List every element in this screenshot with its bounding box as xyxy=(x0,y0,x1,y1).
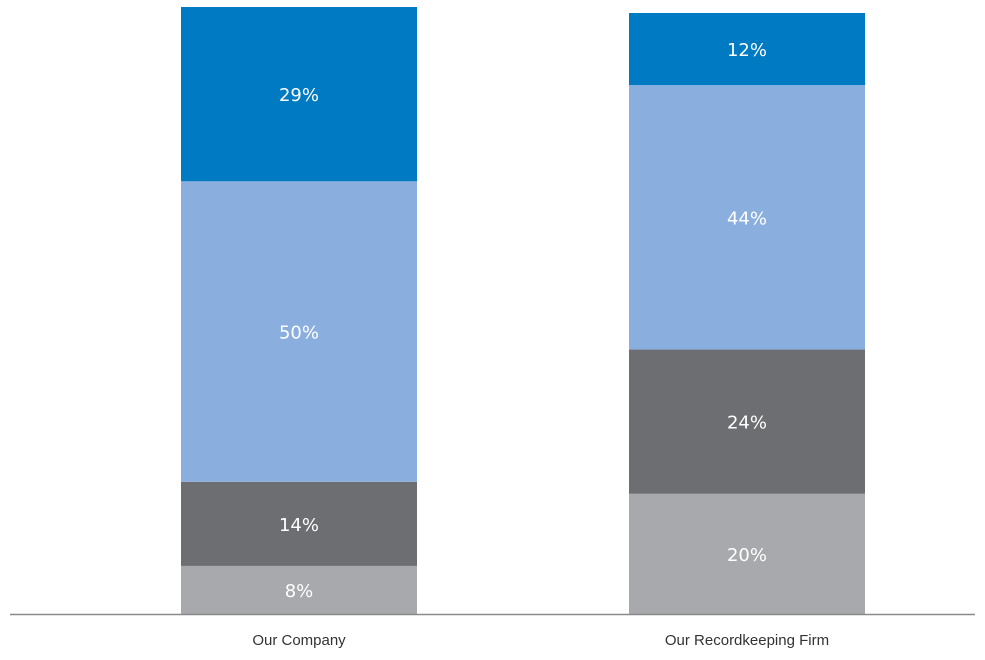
value-label: 29% xyxy=(279,85,319,106)
value-label: 24% xyxy=(727,413,767,434)
value-label: 44% xyxy=(727,208,767,229)
value-label: 50% xyxy=(279,323,319,344)
bar-segment xyxy=(181,481,417,566)
bar-segment xyxy=(181,565,417,614)
bar-segment xyxy=(181,6,417,182)
bar-segment xyxy=(181,181,417,482)
x-tick-label: Our Recordkeeping Firm xyxy=(665,632,829,649)
bar-segment xyxy=(629,85,865,350)
value-label: 8% xyxy=(285,581,314,602)
value-label: 12% xyxy=(727,40,767,61)
value-label: 20% xyxy=(727,545,767,566)
bar-segment xyxy=(629,493,865,614)
x-tick-label: Our Company xyxy=(252,632,346,649)
bar-segment xyxy=(629,13,865,86)
bar-segment xyxy=(629,349,865,494)
value-label: 14% xyxy=(279,515,319,536)
